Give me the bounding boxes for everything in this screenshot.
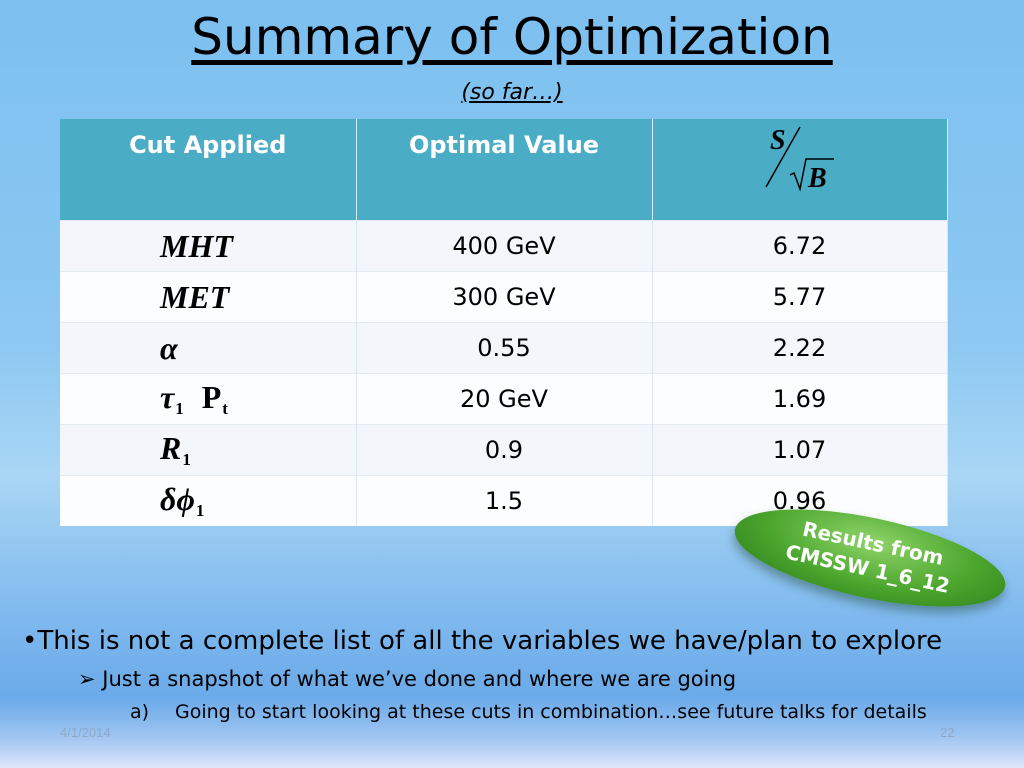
- page-number: 22: [940, 725, 955, 740]
- bullet-level-1: •This is not a complete list of all the …: [22, 626, 942, 656]
- formula-denominator: B: [807, 163, 827, 194]
- bullet-marker: a): [130, 701, 150, 723]
- bullet-level-3: a) Going to start looking at these cuts i…: [130, 701, 927, 723]
- s-over-sqrt-b-value: 5.77: [652, 271, 948, 323]
- cut-variable: MET: [60, 271, 357, 323]
- s-over-sqrt-b-value: 1.69: [652, 373, 948, 425]
- table-row: α 0.55 2.22: [60, 322, 948, 374]
- optimal-value: 300 GeV: [356, 271, 653, 323]
- table-row: R1 0.9 1.07: [60, 424, 948, 476]
- s-over-sqrt-b-value: 2.22: [652, 322, 948, 374]
- optimal-value: 400 GeV: [356, 220, 653, 272]
- cut-variable: MHT: [60, 220, 357, 272]
- optimization-table: Cut Applied Optimal Value S B MHT 400 Ge…: [60, 119, 948, 526]
- s-over-sqrt-b-value: 6.72: [652, 220, 948, 272]
- footer-band: [0, 698, 1024, 768]
- header-cut-applied: Cut Applied: [60, 119, 357, 221]
- s-over-sqrt-b-formula: S B: [760, 123, 840, 194]
- arrow-bullet-icon: ➢: [78, 667, 96, 691]
- bullet-marker: •: [22, 626, 38, 656]
- bullet-text: This is not a complete list of all the v…: [37, 626, 943, 656]
- cut-variable: δϕ1: [60, 475, 357, 526]
- header-optimal-value: Optimal Value: [356, 119, 653, 221]
- bullet-text: Just a snapshot of what we’ve done and w…: [102, 667, 737, 691]
- cut-variable: R1: [60, 424, 357, 476]
- formula-numerator: S: [770, 125, 786, 156]
- slide-title: Summary of Optimization: [191, 8, 833, 66]
- table-row: MHT 400 GeV 6.72: [60, 220, 948, 272]
- s-over-sqrt-b-value: 1.07: [652, 424, 948, 476]
- table-row: δϕ1 1.5 0.96: [60, 475, 948, 526]
- cut-variable: α: [60, 322, 357, 374]
- table-row: τ1 Pt 20 GeV 1.69: [60, 373, 948, 425]
- optimal-value: 20 GeV: [356, 373, 653, 425]
- footer-date: 4/1/2014: [60, 725, 111, 740]
- optimal-value: 0.55: [356, 322, 653, 374]
- cut-variable: τ1 Pt: [60, 373, 357, 425]
- table-header-row: Cut Applied Optimal Value S B: [60, 119, 948, 221]
- s-over-sqrt-b-value: 0.96: [652, 475, 948, 526]
- optimal-value: 0.9: [356, 424, 653, 476]
- slide-subtitle: (so far…): [461, 80, 563, 105]
- bullet-level-2: ➢ Just a snapshot of what we’ve done and…: [78, 667, 736, 691]
- header-s-over-sqrt-b: S B: [652, 119, 948, 221]
- table-row: MET 300 GeV 5.77: [60, 271, 948, 323]
- optimal-value: 1.5: [356, 475, 653, 526]
- bullet-text: Going to start looking at these cuts in …: [175, 701, 927, 723]
